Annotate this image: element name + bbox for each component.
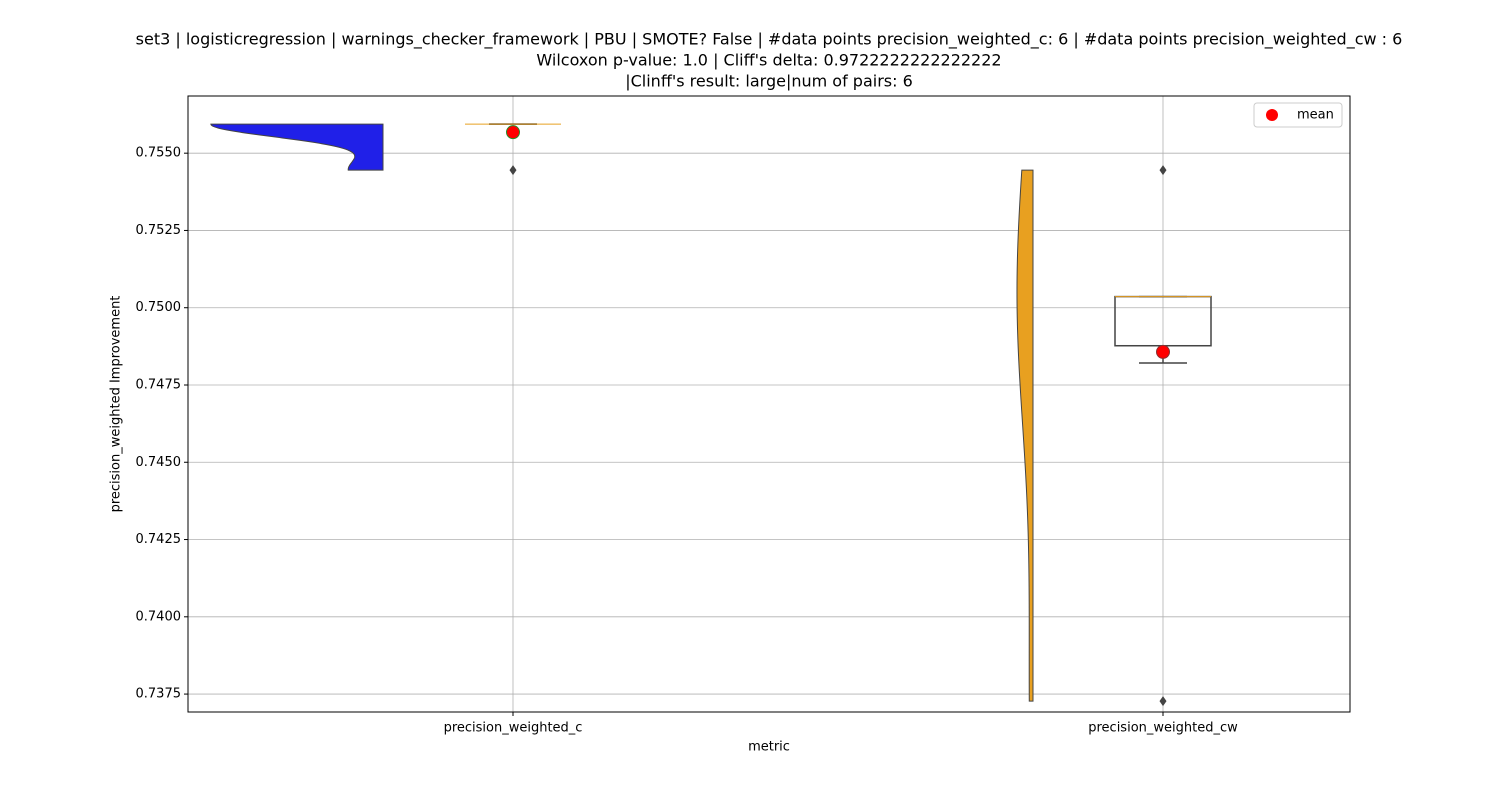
mean-marker [506, 125, 520, 140]
y-tick-label: 0.7375 [136, 687, 182, 702]
x-tick-label: precision_weighted_cw [1088, 721, 1238, 736]
outlier [1159, 165, 1167, 176]
chart-title: |Clinff's result: large|num of pairs: 6 [625, 72, 913, 91]
y-tick-label: 0.7450 [136, 455, 182, 470]
outlier [509, 165, 517, 176]
plot-area [210, 123, 1212, 707]
legend: mean [1253, 102, 1343, 128]
y-tick-label: 0.7425 [136, 532, 182, 547]
y-axis-label: precision_weighted Improvement [109, 296, 124, 513]
outlier [1159, 696, 1167, 707]
y-tick-label: 0.7525 [136, 223, 182, 238]
x-tick-label: precision_weighted_c [444, 721, 583, 736]
violin [1016, 169, 1034, 702]
legend-label: mean [1297, 108, 1334, 123]
axes-frame [187, 95, 1351, 713]
chart-title: set3 | logisticregression | warnings_che… [136, 30, 1403, 50]
grid [188, 96, 1350, 712]
y-tick-label: 0.7550 [136, 146, 182, 161]
mean-marker [1156, 344, 1170, 359]
legend-marker [1266, 109, 1278, 121]
chart-title: Wilcoxon p-value: 1.0 | Cliff's delta: 0… [536, 51, 1001, 70]
legend-box [1253, 102, 1343, 128]
y-tick-label: 0.7500 [136, 300, 182, 315]
y-tick-label: 0.7475 [136, 377, 182, 392]
violin [210, 123, 384, 171]
x-axis-label: metric [748, 740, 790, 755]
y-tick-label: 0.7400 [136, 609, 182, 624]
